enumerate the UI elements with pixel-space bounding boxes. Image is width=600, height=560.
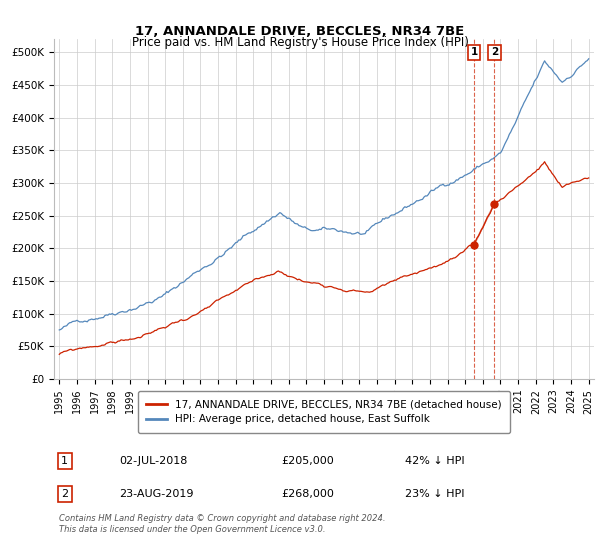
Text: 23-AUG-2019: 23-AUG-2019 (119, 489, 193, 499)
Text: 02-JUL-2018: 02-JUL-2018 (119, 456, 187, 466)
Text: Price paid vs. HM Land Registry's House Price Index (HPI): Price paid vs. HM Land Registry's House … (131, 36, 469, 49)
Text: 2: 2 (61, 489, 68, 499)
Text: 1: 1 (61, 456, 68, 466)
Text: Contains HM Land Registry data © Crown copyright and database right 2024.
This d: Contains HM Land Registry data © Crown c… (59, 514, 386, 534)
Text: £205,000: £205,000 (281, 456, 334, 466)
Text: £268,000: £268,000 (281, 489, 334, 499)
Text: 42% ↓ HPI: 42% ↓ HPI (405, 456, 464, 466)
Text: 23% ↓ HPI: 23% ↓ HPI (405, 489, 464, 499)
Legend: 17, ANNANDALE DRIVE, BECCLES, NR34 7BE (detached house), HPI: Average price, det: 17, ANNANDALE DRIVE, BECCLES, NR34 7BE (… (138, 391, 510, 433)
Text: 1: 1 (470, 47, 478, 57)
Text: 17, ANNANDALE DRIVE, BECCLES, NR34 7BE: 17, ANNANDALE DRIVE, BECCLES, NR34 7BE (136, 25, 464, 38)
Text: 2: 2 (491, 47, 498, 57)
